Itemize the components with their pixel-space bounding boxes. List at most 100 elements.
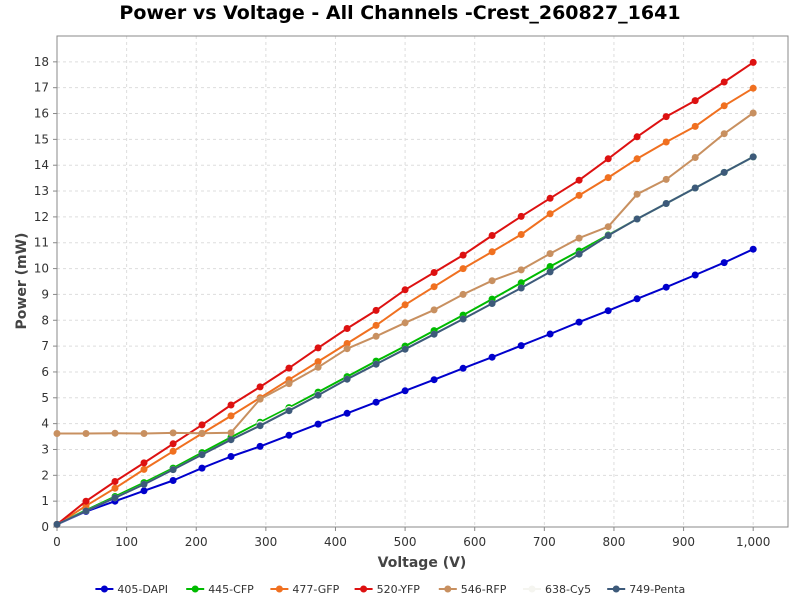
data-point xyxy=(169,447,177,455)
data-point xyxy=(256,422,264,430)
data-point xyxy=(575,250,583,258)
data-point xyxy=(720,78,728,86)
y-tick-label: 1 xyxy=(41,494,49,508)
data-point xyxy=(53,430,61,437)
legend-swatch-marker xyxy=(612,585,620,593)
data-point xyxy=(517,231,525,238)
data-point xyxy=(546,210,554,218)
data-point xyxy=(488,353,496,361)
legend-label: 405-DAPI xyxy=(117,583,168,596)
legend-item: 520-YFP xyxy=(354,583,421,596)
x-tick-label: 0 xyxy=(53,535,61,549)
data-point xyxy=(227,453,235,460)
x-axis-label: Voltage (V) xyxy=(378,555,467,571)
data-point xyxy=(720,168,728,176)
y-tick-label: 6 xyxy=(41,365,49,379)
data-point xyxy=(517,212,525,220)
data-point xyxy=(749,109,757,117)
x-tick-label: 400 xyxy=(324,535,347,549)
data-point xyxy=(430,306,438,314)
data-point xyxy=(633,190,641,198)
data-point xyxy=(720,102,728,110)
data-point xyxy=(691,184,699,192)
data-point xyxy=(111,494,119,502)
data-point xyxy=(604,174,612,182)
legend-label: 520-YFP xyxy=(377,583,421,596)
data-point xyxy=(749,84,757,92)
data-point xyxy=(82,507,90,515)
y-tick-label: 14 xyxy=(34,158,49,172)
y-tick-label: 16 xyxy=(34,107,49,121)
data-point xyxy=(691,271,699,279)
data-point xyxy=(285,407,293,415)
data-point xyxy=(140,465,148,473)
data-point xyxy=(546,263,554,270)
data-point xyxy=(343,340,351,347)
legend-item: 749-Penta xyxy=(607,583,685,596)
data-point xyxy=(430,330,438,338)
data-point xyxy=(459,251,467,259)
x-tick-label: 100 xyxy=(115,535,138,549)
data-point xyxy=(633,133,641,141)
data-point xyxy=(749,153,757,161)
data-point xyxy=(372,321,380,329)
data-point xyxy=(169,466,177,474)
y-tick-label: 3 xyxy=(41,442,49,456)
data-point xyxy=(488,300,496,307)
x-tick-label: 200 xyxy=(185,535,208,549)
data-point xyxy=(662,138,670,146)
x-tick-label: 500 xyxy=(394,535,417,549)
y-tick-label: 13 xyxy=(34,184,49,198)
data-point xyxy=(604,223,612,231)
x-tick-label: 900 xyxy=(672,535,695,549)
data-point xyxy=(111,478,119,485)
data-point xyxy=(517,342,525,350)
legend-item: 477-GFP xyxy=(270,583,340,596)
data-point xyxy=(720,259,728,267)
legend: 405-DAPI 445-CFP 477-GFP 520-YFP 546-RFP 638-… xyxy=(95,583,685,596)
y-axis-label: Power (mW) xyxy=(14,233,30,330)
data-point xyxy=(82,430,90,437)
data-point xyxy=(314,391,322,399)
data-point xyxy=(256,383,264,391)
data-point xyxy=(517,279,525,287)
legend-label: 749-Penta xyxy=(629,583,685,596)
y-tick-label: 4 xyxy=(41,417,49,431)
data-point xyxy=(575,176,583,184)
data-point xyxy=(198,451,206,459)
legend-swatch-marker xyxy=(360,585,368,593)
data-point xyxy=(604,232,612,239)
data-point xyxy=(314,344,322,352)
data-point xyxy=(227,436,235,444)
series-520-YFP xyxy=(53,58,757,528)
data-point xyxy=(749,58,757,66)
plot-frame xyxy=(56,35,789,528)
data-point xyxy=(169,477,177,484)
legend-item: 638-Cy5 xyxy=(523,583,591,596)
data-point xyxy=(401,301,409,309)
data-point xyxy=(691,97,699,105)
legend-swatch-marker xyxy=(100,585,108,593)
y-tick-label: 10 xyxy=(34,262,49,276)
data-point xyxy=(546,194,554,202)
data-point xyxy=(488,232,496,239)
data-point xyxy=(662,283,670,291)
data-point xyxy=(633,155,641,163)
y-tick-label: 0 xyxy=(41,520,49,534)
data-point xyxy=(459,364,467,372)
y-tick-label: 2 xyxy=(41,468,49,482)
data-point xyxy=(604,307,612,315)
data-point xyxy=(198,429,206,437)
data-point xyxy=(517,284,525,292)
data-point xyxy=(459,265,467,273)
series-lines xyxy=(53,58,757,528)
data-point xyxy=(140,487,148,495)
data-point xyxy=(575,191,583,199)
data-point xyxy=(662,175,670,183)
y-tick-label: 9 xyxy=(41,287,49,301)
data-point xyxy=(749,245,757,253)
legend-swatch-marker xyxy=(528,585,536,593)
data-point xyxy=(285,380,293,388)
y-tick-label: 15 xyxy=(34,132,49,146)
